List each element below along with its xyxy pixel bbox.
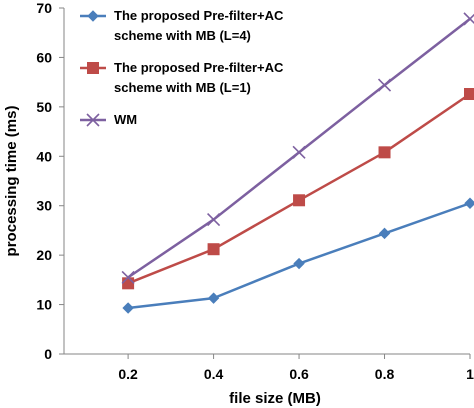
x-tick-label: 0.6 xyxy=(289,366,309,382)
marker-stroke xyxy=(292,145,306,159)
x-tick-label: 0.2 xyxy=(118,366,138,382)
x-tick-label: 0.4 xyxy=(204,366,224,382)
series-1-point xyxy=(122,302,134,314)
series-1-point xyxy=(207,292,220,304)
series-1-point xyxy=(378,227,391,240)
marker-stroke xyxy=(207,212,221,227)
legend-label: The proposed Pre-filter+AC xyxy=(114,8,284,23)
marker-stroke xyxy=(121,270,135,284)
y-tick-label: 50 xyxy=(36,99,52,115)
series-3-point xyxy=(292,145,306,159)
series-2-line xyxy=(127,92,471,285)
legend-label: scheme with MB (L=1) xyxy=(114,80,251,95)
series-1-point xyxy=(464,197,474,209)
marker-stroke xyxy=(377,78,392,92)
series-2-point xyxy=(464,88,474,101)
marker-stroke xyxy=(463,13,474,26)
series-1-line xyxy=(127,202,471,310)
axes: 0 10 20 30 40 50 60 70 0.2 0.4 0.6 0.8 1 xyxy=(36,0,474,382)
series-1-point xyxy=(293,257,305,270)
legend-entry-1: The proposed Pre-filter+AC scheme with MB… xyxy=(80,8,284,43)
x-axis-title: file size (MB) xyxy=(229,390,321,407)
marker-stroke xyxy=(86,113,100,127)
y-tick-label: 40 xyxy=(36,148,52,164)
series-1 xyxy=(122,197,474,314)
x-tick-label: 0.8 xyxy=(375,366,395,382)
series-3-line xyxy=(127,17,471,279)
series-3-point xyxy=(121,270,135,284)
x-tick-label: 1 xyxy=(466,366,474,382)
y-tick-label: 20 xyxy=(36,247,52,263)
y-tick-label: 60 xyxy=(36,49,52,65)
legend-label: scheme with MB (L=4) xyxy=(114,28,251,43)
y-axis-title: processing time (ms) xyxy=(3,106,20,257)
series-2 xyxy=(122,88,474,290)
y-tick-label: 30 xyxy=(36,198,52,214)
y-tick-label: 70 xyxy=(36,0,52,16)
series-2-point xyxy=(293,194,306,207)
legend: The proposed Pre-filter+AC scheme with MB… xyxy=(80,8,284,127)
y-tick-label: 10 xyxy=(36,297,52,313)
legend-label: WM xyxy=(114,112,137,127)
legend-entry-2: The proposed Pre-filter+AC scheme with MB… xyxy=(80,60,284,95)
legend-swatch-marker xyxy=(86,113,100,127)
series-2-point xyxy=(122,277,135,290)
series-3-point xyxy=(207,212,221,227)
series-2-point xyxy=(378,146,391,159)
series-group xyxy=(121,12,474,314)
legend-label: The proposed Pre-filter+AC xyxy=(114,60,284,75)
legend-entry-3: WM xyxy=(80,112,137,127)
series-3-point xyxy=(377,78,392,92)
series-2-point xyxy=(207,243,220,256)
series-3-point xyxy=(463,12,474,26)
legend-swatch-marker xyxy=(87,10,99,22)
legend-swatch-marker xyxy=(87,62,99,74)
series-3 xyxy=(121,12,474,284)
y-tick-label: 0 xyxy=(44,346,52,362)
